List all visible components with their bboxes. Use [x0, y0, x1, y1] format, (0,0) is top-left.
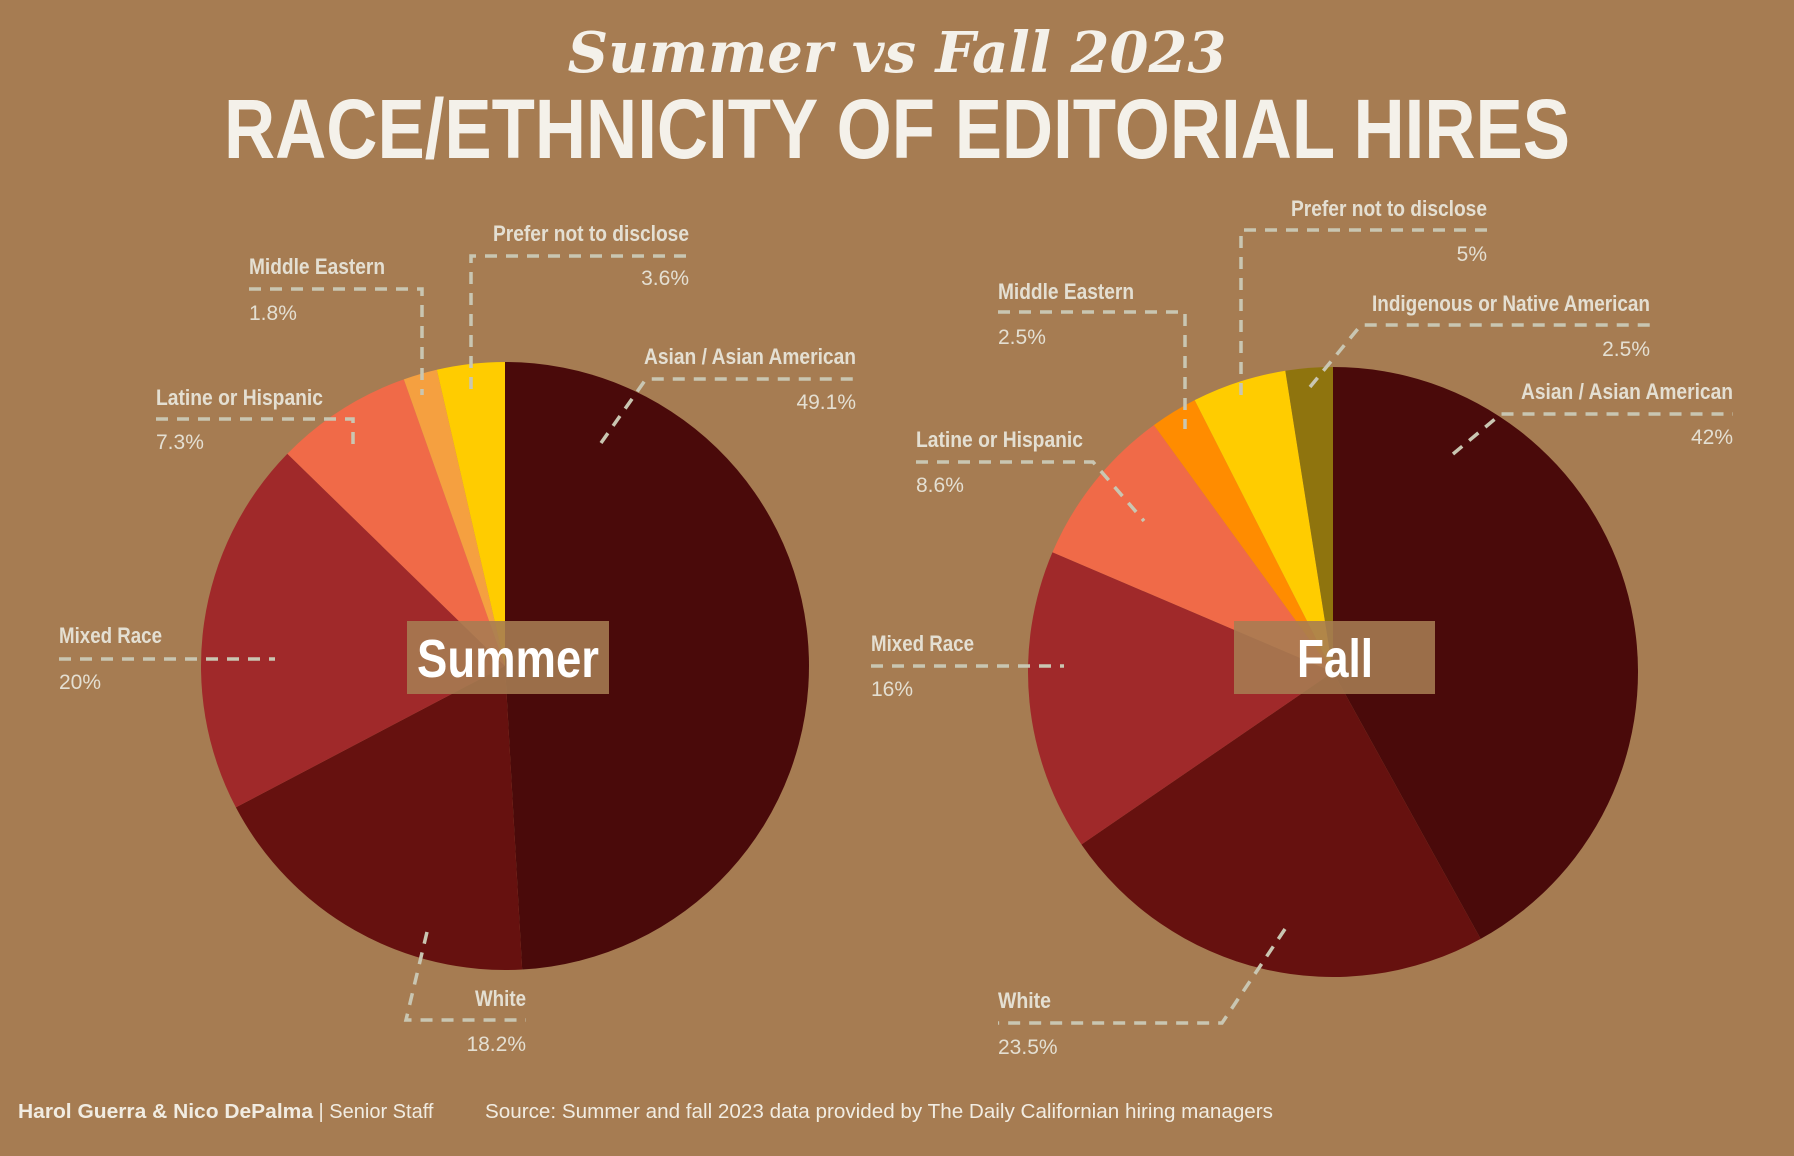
value-asian: 49.1%	[796, 391, 856, 414]
leader-line	[998, 928, 1287, 1025]
fall-center-box	[1234, 621, 1435, 694]
label-white: White	[998, 988, 1051, 1013]
credit: Harol Guerra & Nico DePalma | Senior Sta…	[18, 1101, 434, 1123]
leader-line	[1451, 412, 1733, 456]
pie-slice-white	[235, 666, 523, 971]
leader-line	[916, 460, 1146, 523]
fall-pie	[1028, 367, 1638, 977]
label-asian: Asian / Asian American	[644, 344, 856, 369]
value-indigenous: 2.5%	[1602, 338, 1650, 361]
summer-leaders	[59, 254, 856, 1022]
summer-center-label: Summer	[417, 629, 599, 689]
authors: Harol Guerra & Nico DePalma	[18, 1101, 314, 1123]
label-mixed: Mixed Race	[871, 631, 974, 656]
label-mixed: Mixed Race	[59, 623, 162, 648]
fall-leaders	[871, 228, 1733, 1025]
pie-slice-prefer-not-to-disclose	[436, 362, 505, 666]
label-latine: Latine or Hispanic	[916, 427, 1083, 452]
value-prefer-not: 5%	[1457, 243, 1487, 266]
title: RACE/ETHNICITY OF EDITORIAL HIRES	[224, 82, 1570, 176]
leader-line	[599, 377, 856, 445]
value-mixed: 20%	[59, 671, 101, 694]
value-middle-eastern: 2.5%	[998, 326, 1046, 349]
pie-slice-asian-asian-american	[505, 362, 810, 970]
pie-slice-indigenous-or-native-american	[1285, 367, 1333, 672]
label-latine: Latine or Hispanic	[156, 385, 323, 410]
pie-slice-latine-or-hispanic	[1052, 425, 1333, 672]
value-latine: 8.6%	[916, 474, 964, 497]
leader-line	[469, 254, 689, 389]
value-latine: 7.3%	[156, 431, 204, 454]
value-white: 18.2%	[466, 1033, 526, 1056]
value-mixed: 16%	[871, 678, 913, 701]
leader-line	[1308, 323, 1650, 389]
leader-line	[249, 287, 424, 395]
label-prefer-not: Prefer not to disclose	[493, 221, 689, 246]
pie-slice-prefer-not-to-disclose	[1194, 370, 1333, 672]
fall-center-label: Fall	[1297, 629, 1373, 689]
summer-pie	[201, 362, 810, 971]
role: | Senior Staff	[313, 1101, 434, 1123]
pie-slice-middle-eastern	[403, 369, 505, 666]
source: Source: Summer and fall 2023 data provid…	[485, 1101, 1273, 1123]
value-middle-eastern: 1.8%	[249, 302, 297, 325]
leader-line	[403, 931, 526, 1022]
pie-slice-white	[1081, 672, 1481, 977]
label-prefer-not: Prefer not to disclose	[1291, 196, 1487, 221]
label-middle-eastern: Middle Eastern	[249, 254, 385, 279]
label-white: White	[475, 986, 526, 1011]
value-asian: 42%	[1691, 426, 1733, 449]
value-white: 23.5%	[998, 1036, 1058, 1059]
pie-slice-latine-or-hispanic	[287, 379, 505, 666]
pie-slice-mixed-race	[201, 453, 505, 808]
leader-line	[156, 417, 355, 450]
pie-slice-asian-asian-american	[1333, 367, 1638, 939]
summer-labels: Prefer not to disclose 3.6% Middle Easte…	[59, 221, 856, 1056]
label-indigenous: Indigenous or Native American	[1372, 291, 1650, 316]
summer-center-box	[407, 621, 609, 694]
subtitle: Summer vs Fall 2023	[568, 20, 1227, 86]
pie-slice-mixed-race	[1028, 552, 1333, 845]
label-middle-eastern: Middle Eastern	[998, 279, 1134, 304]
pie-slice-middle-eastern	[1153, 400, 1333, 672]
label-asian: Asian / Asian American	[1521, 379, 1733, 404]
fall-labels: Prefer not to disclose 5% Indigenous or …	[871, 196, 1733, 1059]
value-prefer-not: 3.6%	[641, 267, 689, 290]
